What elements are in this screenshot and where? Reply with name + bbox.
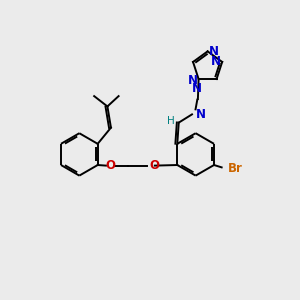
Text: N: N [211, 56, 221, 68]
Text: H: H [167, 116, 174, 126]
Text: N: N [188, 74, 198, 87]
Text: O: O [150, 159, 160, 172]
Text: N: N [208, 45, 218, 58]
Text: N: N [196, 108, 206, 121]
Text: O: O [105, 159, 115, 172]
Text: Br: Br [228, 162, 243, 175]
Text: N: N [192, 82, 202, 95]
